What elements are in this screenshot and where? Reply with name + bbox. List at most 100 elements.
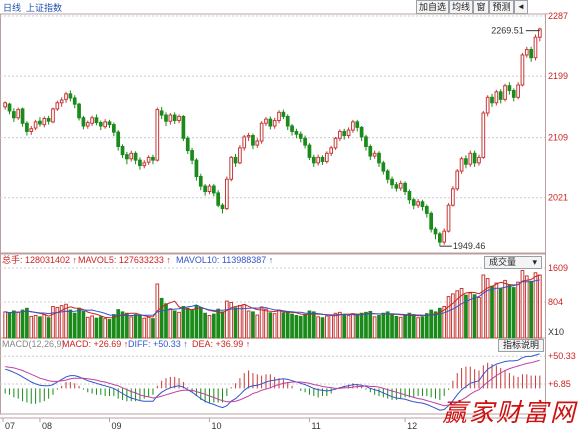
time-axis-label: 10 xyxy=(211,421,221,431)
volume-bar xyxy=(537,274,542,339)
candle-body xyxy=(225,178,229,210)
volume-bar xyxy=(429,309,434,339)
volume-bar xyxy=(529,280,533,339)
volume-bar xyxy=(298,315,303,339)
candle-body xyxy=(190,150,194,161)
candle-body xyxy=(181,115,186,139)
candle-body xyxy=(142,162,147,167)
volume-bar xyxy=(381,312,386,339)
volume-bar xyxy=(403,315,407,339)
candle-body xyxy=(68,93,73,99)
volume-selector[interactable]: 成交量 ▾ xyxy=(484,256,542,269)
candle-body xyxy=(12,111,16,119)
volume-bar xyxy=(259,306,264,339)
volume-bar xyxy=(116,309,121,339)
candle-body xyxy=(59,99,64,104)
candle-body xyxy=(172,114,177,122)
candle-body xyxy=(290,125,294,132)
candle-body xyxy=(446,204,451,232)
volume-bar xyxy=(3,311,8,339)
volume-bar xyxy=(351,313,355,339)
candle-body xyxy=(416,201,420,206)
volume-bar xyxy=(203,312,207,339)
candle-body xyxy=(164,114,168,122)
candle-body xyxy=(277,111,281,122)
volume-bar xyxy=(29,315,34,339)
candle-body xyxy=(129,152,134,160)
candle-body xyxy=(403,182,407,193)
volume-bar xyxy=(220,311,225,339)
time-axis-label: 11 xyxy=(311,421,320,431)
volume-bar xyxy=(90,315,94,339)
volume-bar xyxy=(12,310,16,339)
volume-bar xyxy=(111,314,116,339)
candle-body xyxy=(177,115,181,122)
volume-bar xyxy=(481,274,486,339)
macd-legend-item: DEA: +36.99 ↑ xyxy=(192,339,250,349)
candle-body xyxy=(285,115,290,127)
volume-bar xyxy=(272,313,277,339)
time-axis-label: 09 xyxy=(111,421,121,431)
volume-bar xyxy=(198,306,203,339)
low-price-label: 1949.46 xyxy=(453,241,486,251)
volume-bar xyxy=(168,308,173,339)
volume-bar xyxy=(511,287,516,339)
candle-body xyxy=(238,147,242,164)
candle-body xyxy=(329,147,334,154)
volume-bar xyxy=(359,312,364,339)
volume-bar xyxy=(98,316,103,339)
volume-bar xyxy=(338,311,342,339)
index-name: 上证指数 xyxy=(26,3,63,13)
volume-bar xyxy=(516,281,520,339)
volume-bar xyxy=(407,312,412,339)
volume-bar xyxy=(85,316,90,339)
volume-bar xyxy=(398,316,403,339)
candle-body xyxy=(390,178,394,186)
volume-bar xyxy=(242,304,247,339)
volume-bar xyxy=(424,313,429,339)
volume-bar xyxy=(138,315,142,339)
candle-body xyxy=(307,144,312,158)
volume-bar xyxy=(216,308,221,339)
volume-bar xyxy=(451,293,455,339)
macd-legend-item: DIFF: +50.33 ↑ xyxy=(128,339,188,349)
candle-body xyxy=(355,121,360,128)
volume-bar xyxy=(81,310,86,339)
candle-body xyxy=(229,156,234,180)
volume-bar xyxy=(285,310,290,339)
candle-body xyxy=(151,156,155,161)
candle-body xyxy=(424,206,429,214)
volume-bar xyxy=(51,306,55,339)
price-panel-frame xyxy=(0,13,546,254)
volume-bar xyxy=(68,309,73,339)
volume-bar xyxy=(25,307,29,339)
volume-bar xyxy=(7,312,12,339)
candle-body xyxy=(246,135,251,138)
volume-bar xyxy=(311,311,316,339)
candle-body xyxy=(303,137,307,146)
candle-body xyxy=(533,36,538,59)
candle-body xyxy=(198,176,203,187)
candle-body xyxy=(272,120,277,127)
volume-bar xyxy=(411,314,416,339)
candle-body xyxy=(138,159,142,167)
candle-body xyxy=(90,117,94,124)
volume-bar xyxy=(520,270,525,339)
volume-bar xyxy=(316,316,320,339)
candle-body xyxy=(168,114,173,122)
volume-bar xyxy=(494,282,499,339)
candle-body xyxy=(211,185,216,194)
indicator-help-button[interactable]: 指标说明 xyxy=(498,339,545,352)
candle-body xyxy=(537,28,542,38)
volume-bar xyxy=(394,315,399,339)
volume-bar xyxy=(146,316,151,339)
candle-body xyxy=(333,137,338,149)
candle-body xyxy=(494,91,499,104)
candle-body xyxy=(398,182,403,189)
candle-body xyxy=(503,85,507,100)
price-tick-label: 2199 xyxy=(548,71,568,81)
candle-body xyxy=(455,170,460,190)
candle-body xyxy=(394,184,399,189)
candle-body xyxy=(368,145,373,157)
